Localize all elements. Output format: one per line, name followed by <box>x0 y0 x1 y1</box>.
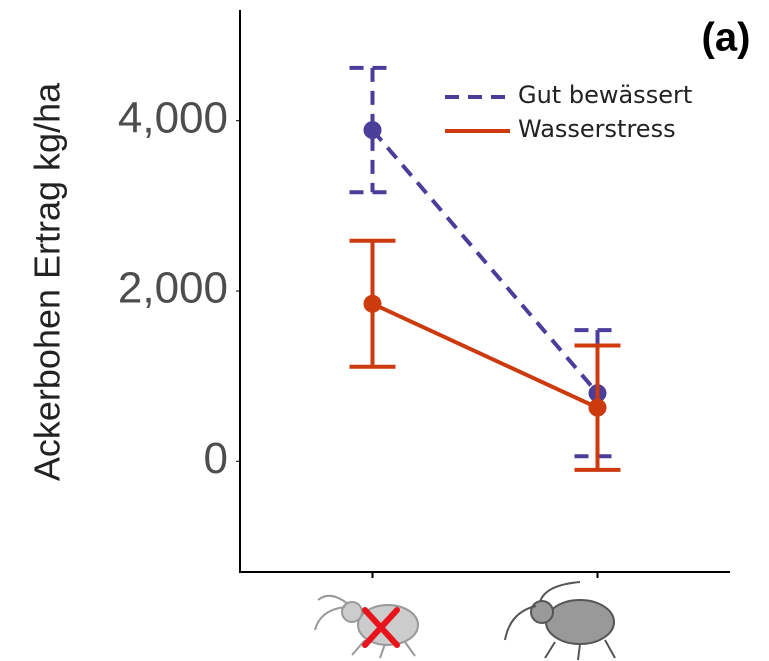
panel-label: (a) <box>702 16 751 60</box>
page: {"chart_data": {"type": "line", "annotat… <box>0 0 769 661</box>
insect-icon <box>315 596 418 658</box>
legend-label: Wasserstress <box>518 115 676 143</box>
legend-label: Gut bewässert <box>518 81 692 109</box>
insect-icon <box>505 582 615 660</box>
data-point <box>364 121 382 139</box>
chart: (a) Ackerbohen Ertrag kg/ha 0 2,000 4,000 G… <box>0 0 769 661</box>
y-tick-label: 0 <box>204 434 228 483</box>
data-point <box>589 399 607 417</box>
data-point <box>364 295 382 313</box>
y-axis-label: Ackerbohen Ertrag kg/ha <box>27 82 68 481</box>
series-line <box>373 304 598 408</box>
y-tick-label: 2,000 <box>118 264 228 313</box>
y-tick-label: 4,000 <box>118 93 228 142</box>
